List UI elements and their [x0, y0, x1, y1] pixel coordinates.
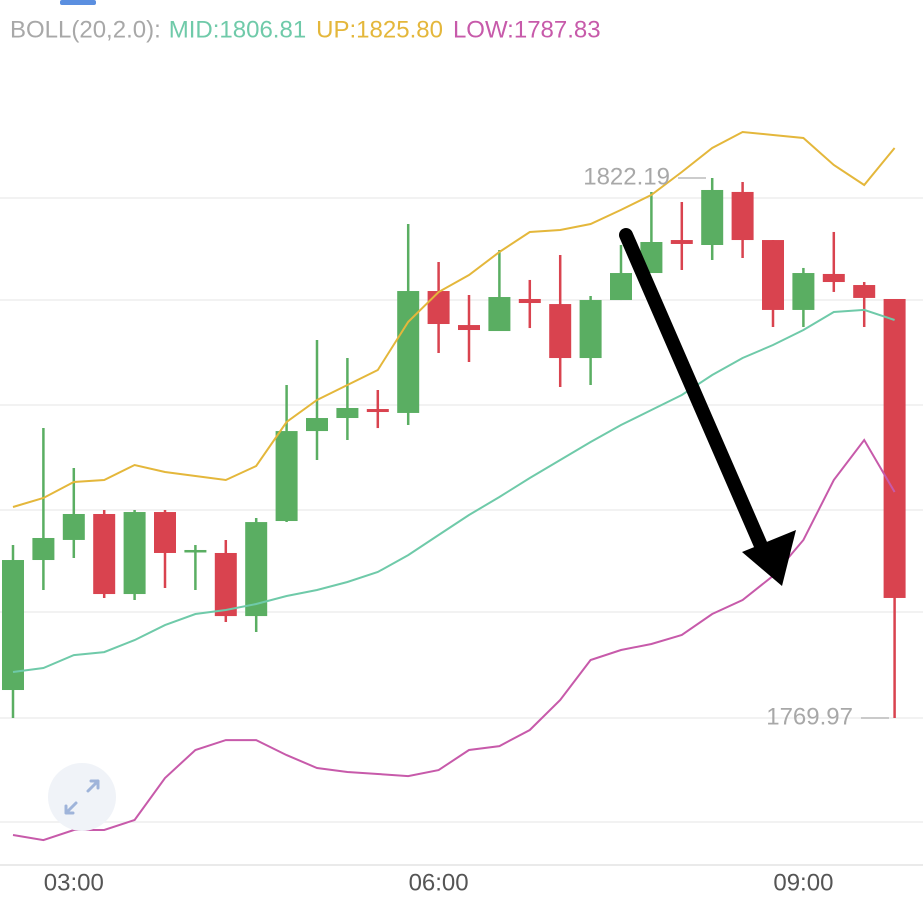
candle-body — [336, 407, 359, 419]
legend-entry: LOW:1787.83 — [453, 16, 601, 43]
arrow — [619, 228, 796, 586]
indicator-label: BOLL(20,2.0): — [10, 16, 161, 43]
max-annotation: 1822.19 — [583, 163, 670, 190]
candle-body — [549, 304, 572, 359]
band-line — [12, 308, 895, 673]
candle-body — [184, 549, 207, 553]
band-line — [12, 438, 896, 842]
candle-body — [883, 298, 906, 598]
candle-body — [154, 512, 176, 553]
candle-body — [93, 513, 116, 595]
candle-body — [610, 273, 632, 301]
grid — [0, 197, 923, 866]
candle-body — [579, 300, 602, 359]
candle-body — [731, 191, 754, 241]
candle-body — [853, 285, 876, 298]
candle-body — [2, 560, 24, 691]
candle-body — [245, 522, 268, 617]
band-line — [12, 130, 896, 508]
tab-indicator — [60, 0, 96, 5]
candle-body — [822, 273, 845, 283]
candle-body — [488, 297, 511, 332]
candle-body — [670, 240, 693, 244]
candle-body — [306, 418, 328, 432]
x-tick-label: 09:00 — [773, 869, 833, 896]
candle-body — [32, 537, 55, 561]
legend-entry: MID:1806.81 — [169, 16, 306, 43]
candle-body — [792, 273, 815, 310]
candle-body — [123, 512, 146, 595]
x-tick-label: 03:00 — [44, 869, 104, 896]
candle-body — [366, 409, 389, 413]
legend-entry: UP:1825.80 — [316, 16, 443, 43]
candle-body — [518, 298, 541, 304]
candle-body — [275, 431, 298, 522]
candle-body — [427, 291, 450, 325]
candle-body — [458, 325, 480, 331]
candle-body — [701, 189, 724, 246]
candle-body — [214, 552, 237, 617]
expand-button[interactable] — [48, 763, 116, 831]
candle-body — [397, 291, 420, 413]
x-tick-label: 06:00 — [409, 869, 469, 896]
min-annotation: 1769.97 — [766, 703, 853, 730]
plot-area — [2, 130, 906, 842]
candle-body — [762, 240, 784, 310]
candle-body — [62, 513, 85, 540]
